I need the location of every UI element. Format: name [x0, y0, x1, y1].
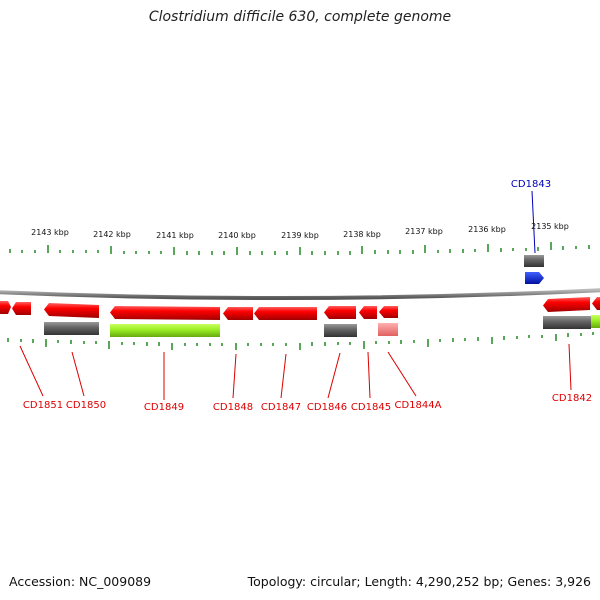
gene-label[interactable]: CD1848: [213, 402, 253, 413]
gene-label[interactable]: CD1847: [261, 402, 301, 413]
kbp-label: 2135 kbp: [531, 222, 569, 231]
kbp-label: 2142 kbp: [93, 230, 131, 239]
cds-arrow[interactable]: [110, 306, 220, 320]
kbp-label: 2138 kbp: [343, 230, 381, 239]
cds-arrow[interactable]: [12, 302, 31, 315]
kbp-label: 2137 kbp: [405, 227, 443, 236]
cds-arrow[interactable]: [592, 297, 600, 310]
gene-label[interactable]: CD1849: [144, 402, 184, 413]
kbp-label: 2140 kbp: [218, 231, 256, 240]
genome-backbone: [0, 288, 600, 301]
gene-bar[interactable]: [44, 322, 99, 335]
kbp-scale: 2143 kbp 2142 kbp 2141 kbp 2140 kbp 2139…: [31, 222, 569, 240]
gene-label[interactable]: CD1842: [552, 393, 592, 404]
upper-tick-row: [9, 242, 590, 255]
kbp-label: 2136 kbp: [468, 225, 506, 234]
cds-arrow[interactable]: [543, 297, 590, 312]
genome-summary-text: Topology: circular; Length: 4,290,252 bp…: [247, 574, 591, 589]
gene-bar[interactable]: [543, 316, 591, 329]
kbp-label: 2143 kbp: [31, 228, 69, 237]
gene-track: [44, 255, 600, 337]
gene-label[interactable]: CD1846: [307, 402, 347, 413]
cds-arrow[interactable]: [0, 301, 11, 314]
gene-leaders: [19, 190, 572, 400]
gene-label[interactable]: CD1844A: [395, 400, 442, 411]
cds-track: [0, 297, 600, 320]
genome-title: Clostridium difficile 630, complete geno…: [148, 9, 452, 25]
kbp-label: 2139 kbp: [281, 231, 319, 240]
cds-arrow-reverse[interactable]: [525, 272, 544, 284]
gene-bar[interactable]: [324, 324, 357, 337]
gene-bar-pseudo[interactable]: [378, 323, 398, 336]
gene-labels: CD1851 CD1850 CD1849 CD1848 CD1847 CD184…: [23, 179, 592, 413]
cds-arrow[interactable]: [359, 306, 377, 319]
gene-label[interactable]: CD1843: [511, 179, 551, 190]
kbp-label: 2141 kbp: [156, 231, 194, 240]
cds-arrow[interactable]: [44, 303, 99, 318]
cds-arrow[interactable]: [379, 306, 398, 318]
cds-arrow[interactable]: [324, 306, 356, 319]
gene-label[interactable]: CD1851: [23, 400, 63, 411]
gene-label[interactable]: CD1845: [351, 402, 391, 413]
cds-arrow[interactable]: [254, 307, 317, 320]
gene-bar-highlight[interactable]: [591, 315, 600, 328]
gene-bar[interactable]: [524, 255, 544, 267]
gene-bar-highlight[interactable]: [110, 324, 220, 337]
accession-text: Accession: NC_009089: [9, 574, 152, 589]
cds-arrow[interactable]: [223, 307, 253, 320]
gene-label[interactable]: CD1850: [66, 400, 106, 411]
lower-tick-row: [7, 332, 594, 350]
